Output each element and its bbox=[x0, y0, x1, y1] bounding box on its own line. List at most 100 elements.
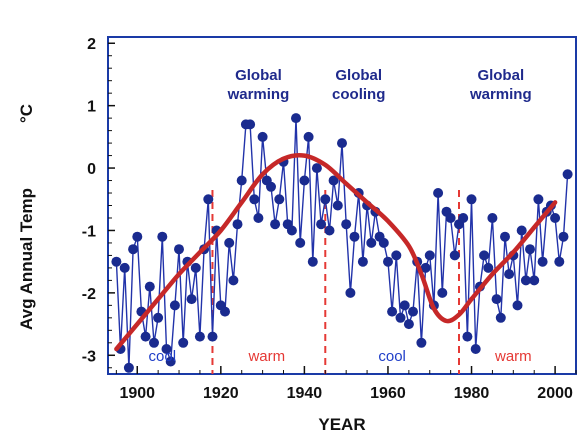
y-tick-label: -1 bbox=[82, 223, 96, 240]
x-tick-label: 1940 bbox=[287, 385, 323, 402]
data-point bbox=[194, 331, 205, 342]
data-point bbox=[224, 237, 235, 248]
data-point bbox=[111, 256, 122, 267]
data-point bbox=[119, 262, 130, 273]
data-point bbox=[161, 344, 172, 354]
data-point bbox=[403, 319, 414, 330]
data-point bbox=[332, 200, 343, 211]
data-point bbox=[270, 219, 281, 230]
data-point bbox=[449, 250, 460, 261]
data-point bbox=[462, 331, 473, 342]
y-tick-label: 2 bbox=[87, 36, 96, 53]
phase-label: cool bbox=[378, 348, 406, 365]
data-point bbox=[516, 225, 527, 236]
label-layer: Global warming Global cooling Global warming c… bbox=[149, 67, 532, 365]
data-point bbox=[470, 344, 481, 354]
data-point bbox=[554, 256, 565, 267]
data-point bbox=[299, 175, 310, 186]
data-point bbox=[558, 231, 569, 242]
data-point bbox=[420, 262, 431, 273]
data-point bbox=[249, 194, 260, 205]
data-point bbox=[537, 256, 548, 267]
data-point bbox=[232, 219, 243, 230]
data-point bbox=[500, 231, 510, 242]
data-point bbox=[487, 213, 498, 223]
data-point bbox=[303, 131, 314, 142]
x-tick-label: 1900 bbox=[119, 385, 155, 402]
data-point bbox=[533, 194, 544, 205]
y-tick-label: 1 bbox=[87, 99, 96, 116]
phase-label: cool bbox=[149, 348, 177, 365]
data-point bbox=[395, 312, 406, 323]
data-point bbox=[169, 300, 180, 311]
data-point bbox=[144, 281, 155, 292]
data-point bbox=[316, 219, 327, 230]
data-point bbox=[174, 244, 184, 255]
data-point bbox=[349, 231, 360, 242]
y-tick-label: 0 bbox=[87, 161, 96, 178]
data-point bbox=[357, 256, 368, 267]
data-point bbox=[186, 294, 197, 305]
x-tick-label: 2000 bbox=[537, 385, 573, 402]
data-point bbox=[274, 194, 285, 205]
y-tick-label: -2 bbox=[82, 286, 96, 303]
data-point bbox=[520, 275, 531, 286]
data-point bbox=[366, 237, 377, 248]
data-point bbox=[562, 169, 573, 180]
period-label-line2: warming bbox=[469, 86, 532, 103]
data-point bbox=[341, 219, 352, 230]
x-tick-label: 1980 bbox=[454, 385, 490, 402]
data-point bbox=[337, 138, 347, 149]
data-point bbox=[424, 250, 435, 261]
period-label-line1: Global bbox=[335, 67, 382, 84]
data-point bbox=[228, 275, 239, 286]
data-point bbox=[253, 213, 264, 223]
data-point bbox=[345, 287, 356, 298]
data-point bbox=[550, 213, 561, 223]
y-axis-unit: °C bbox=[17, 104, 36, 123]
axis-layer: -3 -2 -1 0 1 2 1900 1920 1940 1960 1980 2000 bbox=[82, 36, 577, 402]
data-point bbox=[266, 181, 276, 192]
data-point bbox=[203, 194, 214, 205]
trend-curve bbox=[114, 152, 558, 352]
data-point bbox=[178, 337, 189, 348]
data-point bbox=[328, 175, 339, 186]
data-point bbox=[512, 300, 523, 311]
phase-label: warm bbox=[494, 348, 532, 365]
data-point bbox=[504, 269, 515, 280]
trend-layer bbox=[114, 152, 558, 352]
data-point bbox=[257, 131, 268, 142]
data-point bbox=[491, 294, 502, 305]
data-point bbox=[165, 356, 176, 367]
data-point bbox=[128, 244, 139, 255]
data-point bbox=[378, 237, 389, 248]
data-point bbox=[245, 119, 256, 130]
data-point bbox=[445, 213, 456, 223]
data-point bbox=[207, 331, 218, 342]
data-point bbox=[149, 337, 159, 348]
y-axis-title: Avg Annual Temp bbox=[17, 188, 36, 330]
data-point bbox=[153, 312, 164, 323]
data-point bbox=[307, 256, 318, 267]
data-point bbox=[433, 188, 444, 198]
phase-label: warm bbox=[247, 348, 285, 365]
data-point bbox=[525, 244, 535, 255]
data-point bbox=[123, 362, 134, 373]
data-point bbox=[495, 312, 506, 323]
data-point bbox=[529, 275, 540, 286]
x-tick-label: 1960 bbox=[370, 385, 406, 402]
data-point bbox=[437, 287, 448, 298]
series-layer bbox=[111, 113, 573, 373]
data-point bbox=[311, 163, 322, 174]
data-point bbox=[190, 262, 201, 273]
data-point bbox=[458, 213, 469, 223]
data-point bbox=[466, 194, 477, 205]
x-axis-title: YEAR bbox=[318, 415, 365, 434]
period-label-line1: Global bbox=[235, 67, 282, 84]
data-point bbox=[291, 113, 301, 124]
data-point bbox=[416, 337, 427, 348]
data-point bbox=[157, 231, 168, 242]
period-label-line2: cooling bbox=[332, 86, 385, 103]
